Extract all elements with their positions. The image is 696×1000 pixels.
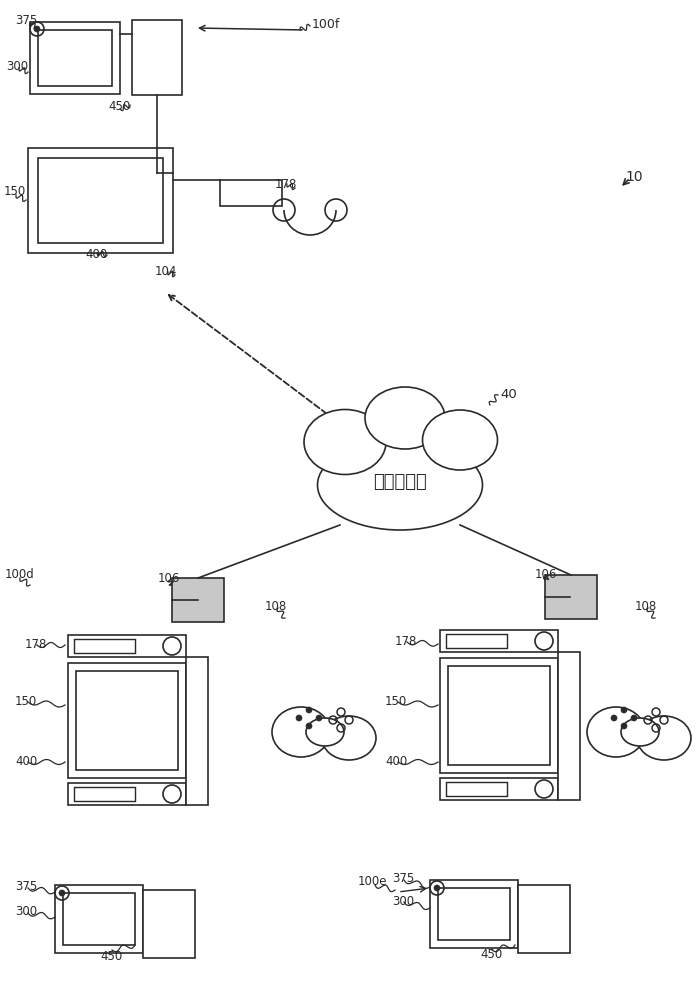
- Text: 150: 150: [15, 695, 38, 708]
- Text: 178: 178: [25, 638, 47, 651]
- Bar: [558, 652, 580, 800]
- Ellipse shape: [422, 410, 498, 470]
- Circle shape: [306, 723, 312, 729]
- Text: 375: 375: [15, 880, 38, 893]
- Ellipse shape: [304, 410, 386, 475]
- Bar: [30, 22, 120, 94]
- Text: 104: 104: [155, 265, 177, 278]
- Text: 106: 106: [535, 568, 557, 581]
- Ellipse shape: [621, 718, 659, 746]
- Bar: [38, 30, 112, 86]
- Circle shape: [621, 723, 627, 729]
- Ellipse shape: [317, 440, 482, 530]
- Ellipse shape: [272, 707, 330, 757]
- Bar: [76, 671, 178, 770]
- Text: 178: 178: [275, 178, 297, 191]
- Bar: [68, 635, 186, 657]
- Bar: [63, 893, 135, 945]
- Bar: [172, 578, 224, 622]
- Bar: [440, 778, 558, 800]
- Text: 40: 40: [500, 388, 516, 401]
- Ellipse shape: [306, 718, 344, 746]
- Circle shape: [631, 715, 637, 721]
- Text: 150: 150: [4, 185, 26, 198]
- Text: 10: 10: [625, 170, 642, 184]
- Ellipse shape: [637, 716, 691, 760]
- Circle shape: [316, 715, 322, 721]
- Circle shape: [611, 715, 617, 721]
- Text: 106: 106: [158, 572, 180, 585]
- Text: 300: 300: [15, 905, 37, 918]
- Text: 375: 375: [392, 872, 414, 885]
- Text: 150: 150: [385, 695, 407, 708]
- Bar: [220, 180, 282, 206]
- Text: 400: 400: [85, 248, 107, 261]
- Bar: [440, 658, 558, 773]
- Circle shape: [306, 707, 312, 713]
- Bar: [186, 657, 208, 805]
- Text: 108: 108: [635, 600, 657, 613]
- Bar: [143, 890, 195, 958]
- Text: 108: 108: [265, 600, 287, 613]
- Text: 100f: 100f: [312, 18, 340, 31]
- Text: 300: 300: [6, 60, 28, 73]
- Text: 375: 375: [15, 14, 38, 27]
- Text: 178: 178: [395, 635, 418, 648]
- Bar: [68, 663, 186, 778]
- Circle shape: [296, 715, 302, 721]
- Bar: [446, 782, 507, 796]
- Bar: [68, 783, 186, 805]
- Bar: [438, 888, 510, 940]
- Bar: [74, 787, 135, 801]
- Bar: [518, 885, 570, 953]
- Text: 400: 400: [15, 755, 38, 768]
- Text: 100d: 100d: [5, 568, 35, 581]
- Bar: [448, 666, 550, 765]
- Text: 450: 450: [100, 950, 122, 963]
- Text: 400: 400: [385, 755, 407, 768]
- Ellipse shape: [587, 707, 645, 757]
- Text: 450: 450: [480, 948, 503, 961]
- Bar: [446, 634, 507, 648]
- Text: 300: 300: [392, 895, 414, 908]
- Circle shape: [621, 707, 627, 713]
- Bar: [430, 880, 518, 948]
- Bar: [440, 630, 558, 652]
- Bar: [545, 575, 597, 619]
- Bar: [55, 885, 143, 953]
- Bar: [38, 158, 163, 243]
- Bar: [74, 639, 135, 653]
- Text: 应用执行云: 应用执行云: [373, 473, 427, 491]
- Text: 100e: 100e: [358, 875, 388, 888]
- Circle shape: [59, 890, 65, 896]
- Text: 450: 450: [108, 100, 130, 113]
- Ellipse shape: [365, 387, 445, 449]
- Circle shape: [34, 26, 40, 32]
- Ellipse shape: [322, 716, 376, 760]
- Circle shape: [434, 885, 440, 891]
- Bar: [28, 148, 173, 253]
- Bar: [132, 20, 182, 95]
